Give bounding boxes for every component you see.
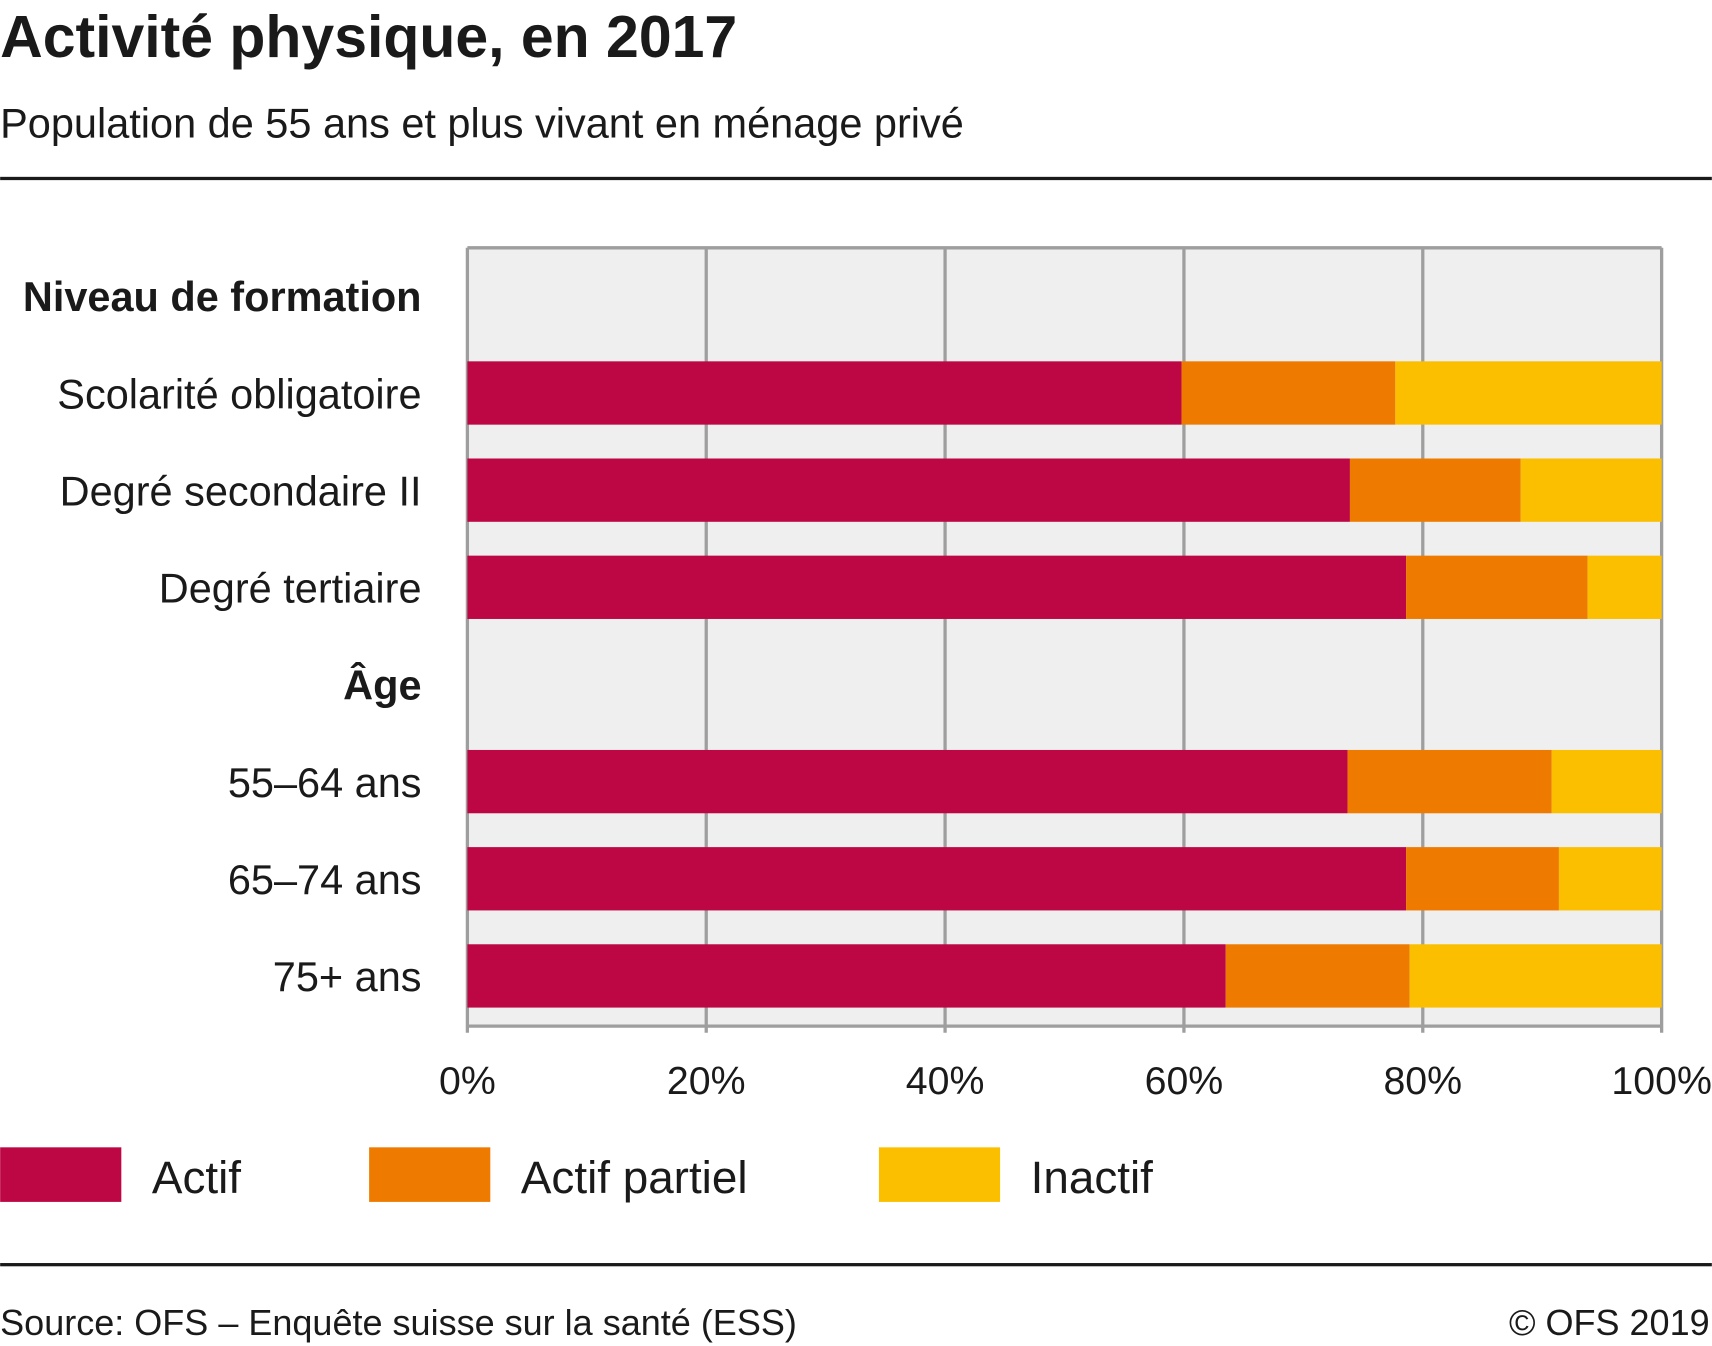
legend-swatch — [878, 1147, 1001, 1202]
bar-segment-actif-partiel — [1225, 944, 1410, 1008]
bar-segment-actif — [467, 847, 1407, 911]
x-tick-label: 0% — [439, 1059, 496, 1103]
category-label: Degré tertiaire — [159, 565, 422, 612]
bar-segment-inactif — [1551, 749, 1662, 814]
legend-label: Actif partiel — [521, 1152, 748, 1203]
chart-subtitle: Population de 55 ans et plus vivant en m… — [0, 100, 964, 147]
bar-segment-actif-partiel — [1406, 555, 1588, 619]
bar-segment-actif — [467, 944, 1226, 1008]
source-note: Source: OFS – Enquête suisse sur la sant… — [0, 1302, 797, 1343]
x-tick-label: 60% — [1145, 1059, 1224, 1103]
bar-segment-inactif — [1520, 458, 1662, 522]
bar-segment-actif — [467, 749, 1348, 814]
x-tick-label: 20% — [667, 1059, 746, 1103]
top-divider — [0, 176, 1712, 181]
bar-segment-actif-partiel — [1347, 749, 1552, 814]
category-label: Degré secondaire II — [60, 467, 422, 514]
x-tick-label: 100% — [1611, 1059, 1711, 1103]
category-label: 55–64 ans — [228, 759, 422, 806]
copyright: © OFS 2019 — [1509, 1302, 1710, 1343]
bar-segment-inactif — [1395, 361, 1662, 425]
bar-segment-actif-partiel — [1406, 847, 1559, 911]
bar-segment-actif — [467, 361, 1182, 425]
bar-segment-actif-partiel — [1349, 458, 1521, 522]
bar-segment-actif — [467, 458, 1350, 522]
bar-segment-inactif — [1409, 944, 1662, 1008]
bar-segment-inactif — [1558, 847, 1662, 911]
category-label: 65–74 ans — [228, 856, 422, 903]
legend-swatch — [369, 1147, 491, 1202]
x-tick-label: 40% — [906, 1059, 985, 1103]
legend-label: Actif — [152, 1152, 241, 1203]
bar-segment-actif — [467, 555, 1407, 619]
category-label: 75+ ans — [273, 953, 422, 1000]
chart-title: Activité physique, en 2017 — [0, 5, 737, 70]
group-header: Niveau de formation — [23, 273, 422, 320]
group-header: Âge — [343, 662, 421, 709]
legend-swatch — [0, 1147, 122, 1202]
bottom-divider — [0, 1263, 1712, 1267]
category-label: Scolarité obligatoire — [57, 370, 421, 417]
bar-segment-actif-partiel — [1181, 361, 1396, 425]
bar-segment-inactif — [1587, 555, 1662, 619]
x-tick-label: 80% — [1383, 1059, 1462, 1103]
legend-label: Inactif — [1031, 1152, 1154, 1203]
